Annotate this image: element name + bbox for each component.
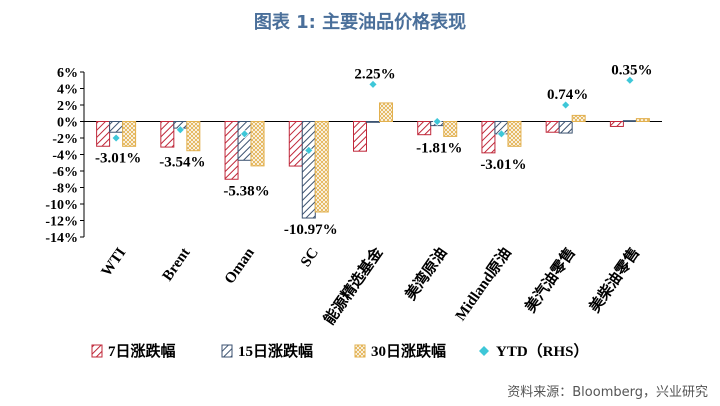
ytd-marker (625, 75, 635, 85)
chart-title: 图表 1: 主要油品价格表现 (253, 12, 467, 33)
category-label: WTI (99, 245, 130, 280)
bar-7d (288, 121, 303, 167)
bar-30d (571, 114, 586, 122)
bar-30d (250, 121, 265, 167)
category-label: 美汽油零售 (521, 244, 579, 316)
bar-15d (622, 120, 637, 123)
category-label: Midland原油 (451, 244, 515, 324)
y-tick-label: 6% (57, 66, 78, 81)
ytd-marker (497, 129, 506, 139)
legend-15d-swatch (221, 344, 233, 358)
legend-30d-swatch (354, 344, 366, 358)
ytd-marker (175, 125, 185, 135)
ytd-marker (432, 117, 442, 126)
y-tick-label: -4% (52, 149, 78, 164)
data-label: -3.54% (159, 155, 205, 171)
bar-7d (417, 121, 432, 136)
bar-30d (379, 102, 393, 122)
ytd-marker (368, 79, 378, 89)
bar-30d (122, 121, 137, 147)
y-tick-label: -10% (45, 198, 78, 213)
bar-7d (160, 121, 175, 148)
bar-7d (481, 121, 496, 154)
data-label: -1.81% (416, 140, 462, 156)
bar-15d (109, 121, 124, 133)
bar-7d (609, 121, 624, 127)
category-label: 能源精选基金 (320, 243, 387, 328)
data-label: -3.01% (480, 157, 526, 173)
category-label: Brent (160, 245, 194, 284)
legend-15d-label: 15日涨跌幅 (238, 342, 313, 360)
legend-ytd-label: YTD（RHS） (496, 342, 589, 360)
bar-7d (224, 121, 239, 180)
bar-15d (301, 121, 316, 219)
bar-30d (635, 118, 650, 123)
bar-15d (558, 121, 573, 134)
legend-7d-swatch (91, 344, 103, 358)
ytd-marker (111, 133, 121, 143)
y-tick-label: 2% (57, 99, 78, 114)
data-label: -10.97% (284, 222, 338, 238)
y-tick-label: -12% (45, 215, 78, 230)
bar-15d (237, 121, 252, 161)
bar-30d (443, 121, 458, 137)
y-tick-label: -2% (52, 132, 78, 147)
y-tick-label: 4% (57, 83, 78, 98)
y-tick-label: -14% (45, 231, 78, 246)
bar-7d (96, 121, 111, 147)
data-label: 0.74% (547, 87, 588, 103)
bar-7d (353, 121, 367, 152)
data-label: 0.35% (611, 62, 652, 78)
data-label: 2.25% (354, 66, 395, 82)
category-label: Oman (222, 245, 258, 287)
data-label: -5.38% (223, 183, 269, 199)
legend-30d-label: 30日涨跌幅 (371, 342, 446, 360)
bar-30d (186, 121, 201, 152)
ytd-marker (304, 145, 314, 155)
ytd-marker (561, 100, 571, 110)
y-tick-label: -8% (52, 182, 78, 197)
source-note: 资料来源：Bloomberg，兴业研究 (507, 385, 708, 400)
legend-ytd-swatch (479, 346, 489, 356)
data-label: -3.01% (95, 150, 141, 166)
legend-7d-label: 7日涨跌幅 (108, 342, 176, 360)
y-tick-label: -6% (52, 165, 78, 180)
bar-15d (366, 121, 380, 123)
category-label: SC (298, 245, 322, 270)
category-label: 美柴油零售 (585, 244, 643, 316)
y-tick-label: 0% (57, 116, 78, 131)
ytd-marker (240, 129, 249, 139)
bar-7d (545, 121, 560, 133)
bar-30d (314, 121, 329, 213)
category-label: 美湾原油 (401, 244, 450, 303)
bar-30d (507, 121, 522, 147)
